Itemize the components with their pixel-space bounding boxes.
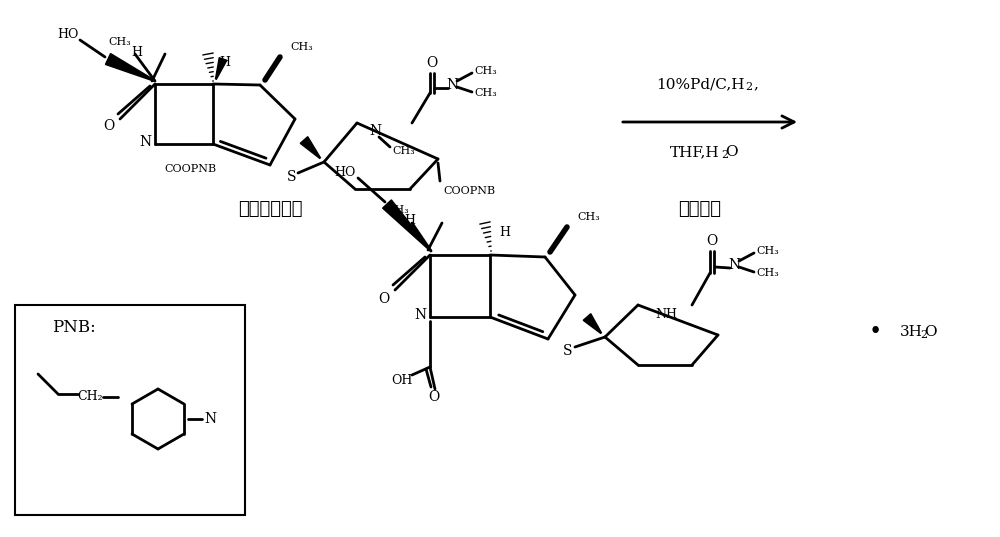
Polygon shape [583,314,601,333]
Text: 2: 2 [920,330,927,340]
Text: 保护美罗培南: 保护美罗培南 [238,200,302,218]
Text: H: H [220,55,230,69]
Text: H: H [500,227,511,240]
Polygon shape [216,57,227,79]
Text: THF,H: THF,H [670,145,720,159]
Text: 2: 2 [745,82,753,92]
Text: O: O [428,390,440,404]
Text: •: • [868,321,882,343]
Polygon shape [383,200,431,251]
Text: CH₃: CH₃ [474,88,497,98]
Text: CH₃: CH₃ [756,246,779,256]
Text: O: O [725,145,737,159]
Text: N: N [446,78,458,92]
Text: CH₃: CH₃ [756,268,779,278]
Text: N: N [204,412,216,426]
Text: COOPNB: COOPNB [443,186,495,196]
Text: O: O [378,292,390,306]
Polygon shape [300,137,320,158]
Text: HO: HO [57,28,79,41]
Text: CH₃: CH₃ [109,37,131,47]
Text: 2: 2 [721,150,729,160]
Text: PNB:: PNB: [52,318,96,336]
Text: N: N [139,135,151,149]
Text: O: O [706,234,718,248]
Text: N: N [369,124,381,138]
Polygon shape [105,54,155,82]
Text: NH: NH [655,308,677,322]
Text: HO: HO [334,165,356,178]
Text: O: O [924,325,937,339]
Text: CH₃: CH₃ [387,205,409,215]
Text: H: H [404,214,416,227]
Text: 美罗培南: 美罗培南 [678,200,722,218]
Text: O: O [426,56,438,70]
Text: S: S [287,170,297,184]
FancyBboxPatch shape [15,305,245,515]
Text: ,: , [754,77,758,91]
Text: CH₃: CH₃ [290,42,313,52]
Text: OH: OH [391,374,413,388]
Text: H: H [132,46,143,59]
Text: CH₃: CH₃ [474,66,497,76]
Text: CH₂: CH₂ [77,390,103,403]
Text: N: N [414,308,426,322]
Text: COOPNB: COOPNB [164,164,216,174]
Text: S: S [563,344,573,358]
Text: 3H: 3H [900,325,923,339]
Text: 10%Pd/C,H: 10%Pd/C,H [656,77,744,91]
Text: O: O [103,119,115,133]
Text: N: N [728,258,740,272]
Text: CH₃: CH₃ [577,212,600,222]
Text: CH₃: CH₃ [392,146,415,156]
